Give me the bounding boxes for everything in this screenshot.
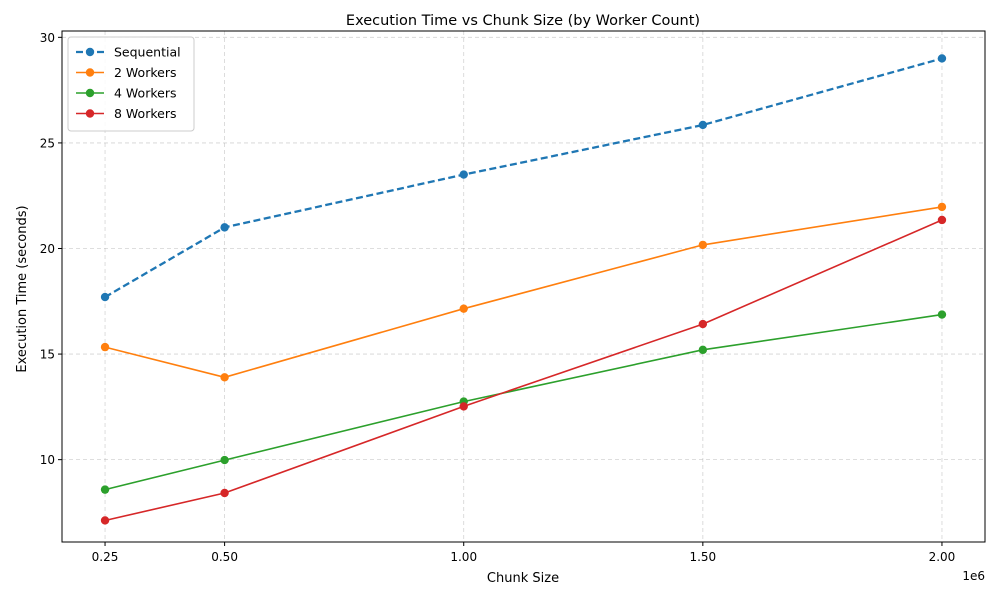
y-tick-label: 25	[40, 136, 55, 150]
x-tick-label: 0.25	[92, 550, 119, 564]
legend-swatch-marker	[85, 47, 95, 57]
legend-item-4-workers: 4 Workers	[76, 86, 176, 101]
data-point-8-workers	[937, 215, 947, 225]
data-point-sequential	[100, 292, 110, 302]
data-point-8-workers	[100, 516, 110, 525]
y-tick-label: 15	[40, 348, 55, 362]
chart-title: Execution Time vs Chunk Size (by Worker …	[346, 13, 700, 29]
legend-label: 2 Workers	[114, 65, 176, 80]
x-tick-label: 1.00	[450, 550, 477, 564]
series-layer	[100, 54, 947, 525]
legend-label: 8 Workers	[114, 106, 176, 121]
x-tick-label: 1.50	[689, 550, 716, 564]
data-point-4-workers	[100, 485, 110, 494]
x-tick-label: 2.00	[929, 550, 956, 564]
x-tick-label: 0.50	[211, 550, 238, 564]
data-point-4-workers	[698, 345, 708, 355]
data-point-sequential	[698, 120, 708, 130]
y-tick-label: 20	[40, 242, 55, 256]
data-point-2-workers	[100, 342, 110, 352]
data-point-2-workers	[698, 240, 708, 250]
legend: Sequential 2 Workers 4 Workers 8 Workers	[67, 36, 195, 132]
data-point-8-workers	[698, 319, 708, 329]
legend-swatch-marker	[85, 88, 95, 98]
data-point-8-workers	[220, 488, 229, 498]
legend-box	[67, 36, 195, 132]
axis-ticks: 0.25 0.50 1.00 1.50 2.00 10 15 20 25 30	[40, 31, 956, 564]
data-point-4-workers	[937, 310, 947, 319]
x-axis-offset-label: 1e6	[962, 569, 985, 583]
y-tick-label: 10	[40, 453, 55, 467]
data-point-sequential	[459, 170, 468, 179]
legend-item-2-workers: 2 Workers	[76, 65, 176, 80]
data-point-2-workers	[937, 202, 947, 212]
plot-frame	[61, 30, 986, 543]
legend-label: Sequential	[114, 45, 181, 60]
legend-label: 4 Workers	[114, 86, 176, 101]
data-point-2-workers	[220, 373, 229, 382]
series-2-workers	[100, 202, 947, 382]
legend-item-8-workers: 8 Workers	[76, 106, 176, 121]
data-point-2-workers	[459, 304, 468, 313]
data-point-sequential	[937, 54, 947, 63]
data-point-8-workers	[459, 402, 468, 411]
legend-swatch-marker	[85, 68, 95, 77]
x-axis-label: Chunk Size	[487, 571, 559, 586]
legend-swatch-marker	[85, 109, 95, 118]
legend-item-sequential: Sequential	[76, 45, 181, 60]
y-axis-label: Execution Time (seconds)	[15, 205, 30, 372]
data-point-4-workers	[220, 455, 229, 465]
series-sequential	[100, 54, 947, 302]
y-tick-label: 30	[40, 31, 55, 45]
series-8-workers	[100, 215, 947, 525]
data-point-sequential	[220, 223, 229, 232]
